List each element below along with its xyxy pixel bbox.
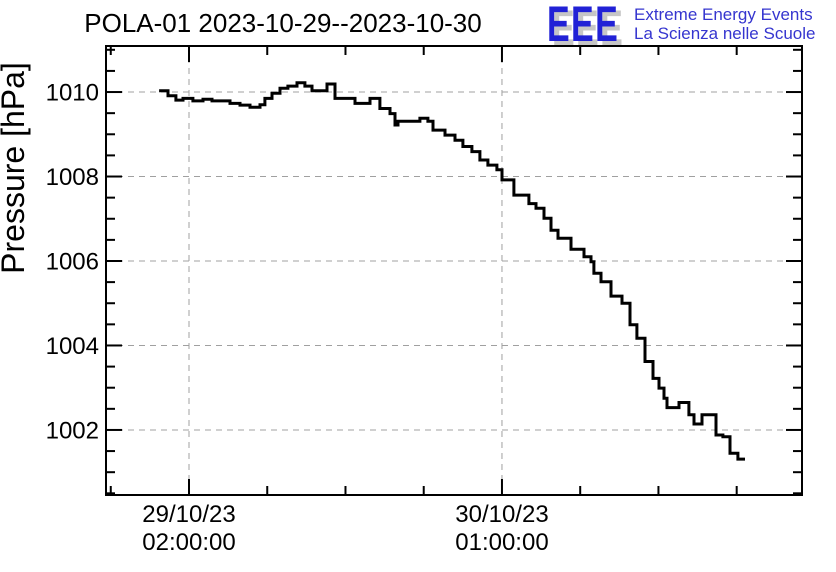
plot-frame bbox=[105, 45, 803, 496]
pressure-step-line bbox=[159, 81, 745, 461]
x-tick-label-date: 30/10/23 bbox=[455, 501, 548, 528]
eee-logo-shadow: EEE bbox=[552, 1, 624, 57]
y-tick-label: 1010 bbox=[46, 80, 99, 107]
y-tick-label: 1004 bbox=[46, 333, 99, 360]
y-axis-title: Pressure [hPa] bbox=[0, 62, 31, 274]
y-tick-label: 1006 bbox=[46, 248, 99, 275]
eee-logo: EEE EEE Extreme Energy Events La Scienza… bbox=[547, 0, 815, 57]
eee-logo-text: EEE bbox=[547, 0, 619, 53]
x-tick-label-time: 02:00:00 bbox=[142, 529, 235, 556]
y-tick-label: 1008 bbox=[46, 164, 99, 191]
logo-subtitle-line1: Extreme Energy Events bbox=[634, 5, 813, 24]
x-tick-label-date: 29/10/23 bbox=[142, 501, 235, 528]
y-tick-labels: 1002 1004 1006 1008 1010 bbox=[46, 80, 99, 445]
chart-title: POLA-01 2023-10-29--2023-10-30 bbox=[84, 8, 481, 38]
axis-ticks bbox=[106, 46, 802, 495]
y-tick-label: 1002 bbox=[46, 417, 99, 444]
grid-lines bbox=[106, 46, 802, 495]
logo-subtitle-line2: La Scienza nelle Scuole bbox=[634, 24, 815, 43]
x-tick-label-time: 01:00:00 bbox=[455, 529, 548, 556]
